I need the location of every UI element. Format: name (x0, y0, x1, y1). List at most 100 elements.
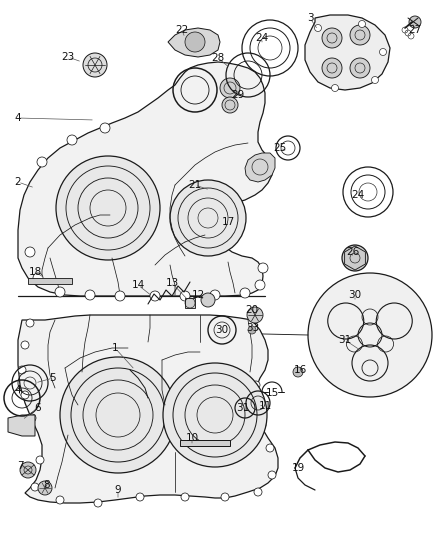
Polygon shape (245, 153, 275, 182)
Circle shape (254, 488, 262, 496)
Circle shape (60, 357, 176, 473)
Text: 23: 23 (61, 52, 74, 62)
Polygon shape (18, 62, 272, 296)
Circle shape (258, 421, 266, 429)
Text: 30: 30 (215, 325, 229, 335)
Text: 3: 3 (307, 13, 313, 23)
Text: 29: 29 (231, 90, 245, 100)
Circle shape (56, 496, 64, 504)
Polygon shape (180, 440, 230, 446)
Circle shape (240, 288, 250, 298)
Circle shape (150, 291, 160, 301)
Text: 8: 8 (44, 480, 50, 490)
Circle shape (180, 291, 190, 301)
Circle shape (342, 245, 368, 271)
Text: 10: 10 (185, 433, 198, 443)
Polygon shape (168, 28, 220, 57)
Circle shape (136, 493, 144, 501)
Circle shape (220, 78, 240, 98)
Circle shape (268, 471, 276, 479)
Text: 17: 17 (221, 217, 235, 227)
Text: 4: 4 (15, 385, 21, 395)
Circle shape (247, 307, 263, 323)
Circle shape (332, 85, 339, 92)
Circle shape (314, 25, 321, 31)
Circle shape (25, 247, 35, 257)
Circle shape (21, 391, 29, 399)
Text: 21: 21 (188, 180, 201, 190)
Text: 15: 15 (265, 388, 279, 398)
Circle shape (322, 28, 342, 48)
Circle shape (94, 499, 102, 507)
Text: 11: 11 (258, 401, 272, 411)
Text: 24: 24 (255, 33, 268, 43)
Circle shape (163, 363, 267, 467)
Circle shape (258, 263, 268, 273)
Text: 4: 4 (15, 113, 21, 123)
Circle shape (222, 97, 238, 113)
Circle shape (248, 326, 256, 334)
Circle shape (26, 319, 34, 327)
Text: 13: 13 (166, 278, 179, 288)
Circle shape (293, 367, 303, 377)
Polygon shape (28, 278, 72, 284)
Circle shape (170, 180, 246, 256)
Circle shape (350, 58, 370, 78)
Circle shape (28, 414, 36, 422)
Text: 33: 33 (246, 323, 260, 333)
Polygon shape (8, 415, 35, 436)
Text: 2: 2 (15, 177, 21, 187)
Circle shape (350, 25, 370, 45)
Circle shape (55, 287, 65, 297)
Circle shape (115, 291, 125, 301)
Circle shape (83, 53, 107, 77)
Text: 31: 31 (339, 335, 352, 345)
Circle shape (38, 481, 52, 495)
Circle shape (221, 493, 229, 501)
Circle shape (371, 77, 378, 84)
Circle shape (21, 341, 29, 349)
Circle shape (255, 280, 265, 290)
Text: 19: 19 (291, 463, 304, 473)
Text: 27: 27 (408, 25, 422, 35)
Polygon shape (345, 246, 365, 270)
Text: 22: 22 (175, 25, 189, 35)
Circle shape (379, 49, 386, 55)
Circle shape (181, 493, 189, 501)
Circle shape (358, 20, 365, 28)
Text: 25: 25 (273, 143, 286, 153)
Circle shape (37, 157, 47, 167)
Circle shape (185, 32, 205, 52)
Text: 9: 9 (115, 485, 121, 495)
Text: 5: 5 (49, 373, 57, 383)
Circle shape (201, 293, 215, 307)
Circle shape (409, 16, 421, 28)
Circle shape (18, 366, 26, 374)
Polygon shape (18, 315, 278, 503)
Polygon shape (305, 15, 390, 90)
Circle shape (322, 58, 342, 78)
Circle shape (36, 456, 44, 464)
Circle shape (251, 398, 259, 406)
Text: 18: 18 (28, 267, 42, 277)
Circle shape (33, 273, 43, 283)
Text: 16: 16 (293, 365, 307, 375)
Circle shape (67, 135, 77, 145)
Text: 7: 7 (17, 461, 23, 471)
Circle shape (31, 483, 39, 491)
Text: 14: 14 (131, 280, 145, 290)
Circle shape (56, 156, 160, 260)
Circle shape (210, 290, 220, 300)
Text: 26: 26 (346, 247, 360, 257)
Circle shape (252, 381, 260, 389)
Text: 1: 1 (112, 343, 118, 353)
Text: 6: 6 (35, 403, 41, 413)
Circle shape (100, 123, 110, 133)
Circle shape (85, 290, 95, 300)
Text: 20: 20 (245, 305, 258, 315)
Circle shape (266, 444, 274, 452)
Polygon shape (185, 298, 195, 308)
Circle shape (20, 462, 36, 478)
Text: 31: 31 (237, 403, 250, 413)
Circle shape (308, 273, 432, 397)
